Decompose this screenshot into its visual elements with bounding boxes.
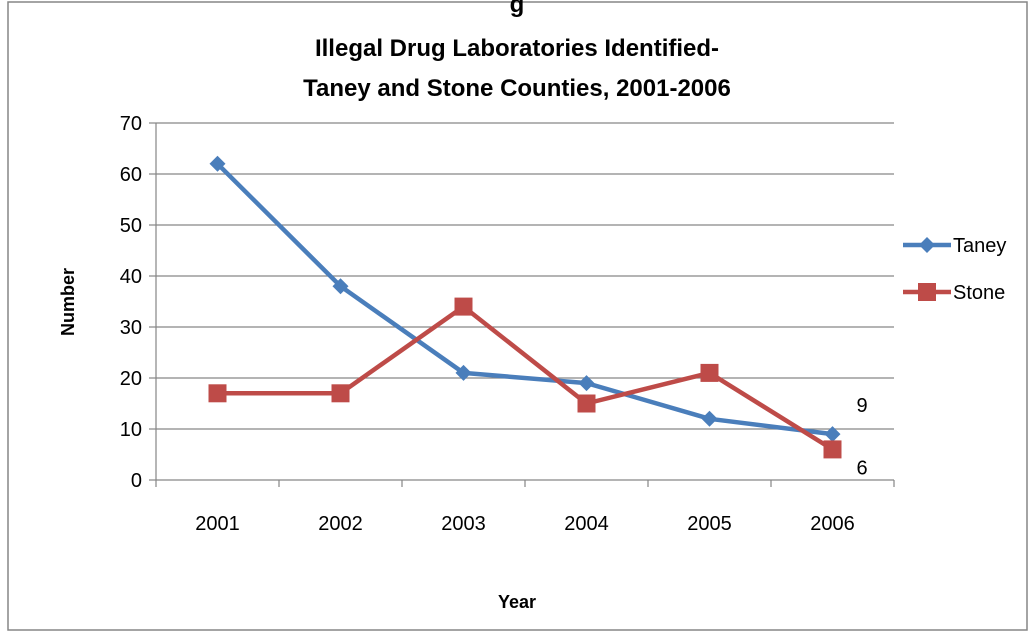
data-point-stone: [208, 384, 227, 403]
legend-item-taney: Taney: [903, 235, 1006, 257]
x-tick-label: 2004: [564, 513, 609, 535]
data-point-taney: [332, 278, 349, 295]
x-tick-label: 2003: [441, 513, 486, 535]
data-point-taney: [209, 155, 226, 172]
chart-title-line1: Illegal Drug Laboratories Identified-: [315, 35, 719, 62]
legend-label-taney: Taney: [953, 235, 1006, 257]
data-labels: 96: [857, 395, 868, 479]
chart-title-clipped: g: [510, 0, 525, 18]
y-tick-label: 10: [120, 419, 142, 441]
data-point-taney: [455, 364, 472, 381]
data-point-taney: [701, 410, 718, 427]
y-tick-labels: 0 10 20 30 40 50 60 70: [120, 113, 142, 492]
series-line-stone: [217, 304, 834, 452]
legend-marker-taney: [919, 237, 935, 253]
legend-item-stone: Stone: [903, 282, 1005, 304]
y-tick-label: 30: [120, 317, 142, 339]
y-tick-label: 0: [131, 470, 142, 492]
data-label-stone: 6: [857, 457, 868, 479]
axes: [149, 122, 895, 487]
chart-border: [7, 1, 1028, 631]
x-tick-label: 2005: [687, 513, 732, 535]
legend-marker-stone: [918, 283, 936, 301]
series: [208, 155, 842, 459]
x-tick-labels: 2001 2002 2003 2004 2005 2006: [195, 513, 855, 535]
data-point-stone: [331, 384, 350, 403]
data-point-stone: [700, 363, 719, 382]
data-point-stone: [823, 440, 842, 459]
y-tick-label: 20: [120, 368, 142, 390]
chart-title-line2: Taney and Stone Counties, 2001-2006: [303, 75, 731, 102]
data-point-taney: [578, 375, 595, 392]
data-label-taney: 9: [857, 395, 868, 417]
x-tick-label: 2001: [195, 513, 240, 535]
series-stone: [208, 297, 842, 459]
y-axis-title: Number: [58, 268, 78, 336]
series-taney: [209, 155, 841, 443]
series-line-taney: [215, 162, 833, 437]
data-point-taney: [824, 426, 841, 443]
y-tick-label: 60: [120, 164, 142, 186]
x-tick-label: 2002: [318, 513, 363, 535]
data-point-stone: [454, 297, 473, 316]
legend-label-stone: Stone: [953, 282, 1005, 304]
x-tick-label: 2006: [810, 513, 855, 535]
legend: Taney Stone: [903, 235, 1006, 304]
data-point-stone: [577, 394, 596, 413]
y-tick-label: 40: [120, 266, 142, 288]
y-tick-label: 70: [120, 113, 142, 135]
x-axis-title: Year: [498, 592, 536, 612]
y-tick-label: 50: [120, 215, 142, 237]
